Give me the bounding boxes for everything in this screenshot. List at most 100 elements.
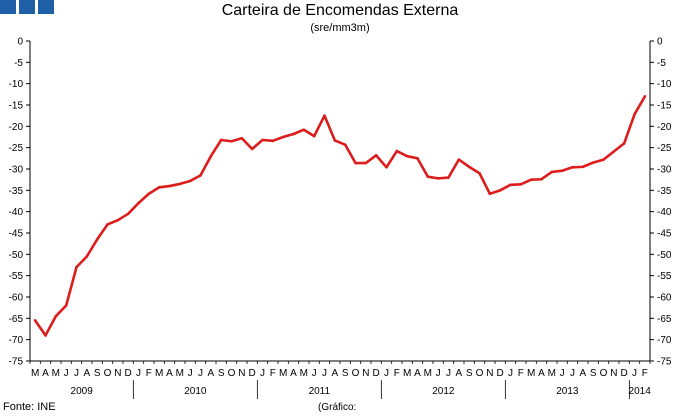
data-point	[478, 171, 481, 175]
x-month-label: J	[322, 368, 327, 379]
data-point	[581, 165, 585, 169]
x-month-label: F	[394, 368, 400, 379]
data-point	[126, 212, 130, 216]
x-month-label: F	[270, 368, 276, 379]
y-tick-label-right: -70	[657, 335, 672, 346]
data-point	[436, 177, 440, 180]
y-tick-label-right: 0	[657, 37, 663, 48]
x-month-label: A	[455, 368, 462, 379]
x-month-label: D	[621, 368, 628, 379]
y-tick-label-left: -45	[9, 229, 24, 240]
x-month-label: J	[136, 368, 141, 379]
y-tick-label-left: -10	[9, 79, 24, 90]
y-tick-label-right: -50	[657, 250, 672, 261]
x-month-label: O	[352, 368, 360, 379]
y-tick-label-right: -15	[657, 101, 672, 112]
y-tick-label-right: -40	[657, 207, 672, 218]
data-point	[44, 334, 47, 337]
y-tick-label-left: -70	[9, 335, 24, 346]
data-point	[488, 192, 492, 196]
x-month-label: N	[486, 368, 493, 379]
data-point	[168, 184, 171, 188]
x-month-label: A	[331, 368, 338, 379]
x-month-label: O	[476, 368, 484, 379]
series-line	[33, 95, 647, 337]
y-tick-label-left: -60	[9, 293, 24, 304]
data-point	[602, 158, 605, 161]
y-tick-label-left: -75	[9, 357, 24, 368]
data-point	[529, 178, 533, 181]
data-point	[364, 161, 368, 165]
chart-note: (Gráfico:	[318, 402, 357, 413]
x-month-label: J	[384, 368, 389, 379]
x-month-label: M	[279, 368, 287, 379]
data-point	[354, 161, 357, 165]
x-month-label: S	[94, 368, 101, 379]
y-tick-label-right: -25	[657, 143, 672, 154]
x-month-label: J	[260, 368, 265, 379]
logo-square-2-icon	[19, 0, 35, 14]
data-point	[509, 183, 512, 187]
data-point	[250, 147, 254, 151]
x-month-label: M	[424, 368, 432, 379]
x-month-label: J	[188, 368, 193, 379]
y-tick-label-right: -45	[657, 229, 672, 240]
x-month-label: N	[238, 368, 245, 379]
x-month-label: M	[300, 368, 308, 379]
x-month-label: A	[290, 368, 297, 379]
data-point	[219, 138, 223, 142]
y-tick-label-left: 0	[17, 37, 23, 48]
x-month-label: N	[610, 368, 617, 379]
y-tick-label-right: -35	[657, 186, 672, 197]
x-month-label: J	[560, 368, 565, 379]
x-month-label: J	[446, 368, 451, 379]
x-month-label: D	[125, 368, 132, 379]
y-tick-label-left: -5	[14, 58, 23, 69]
x-month-label: A	[207, 368, 214, 379]
x-year-label: 2011	[309, 386, 331, 397]
x-month-label: M	[31, 368, 39, 379]
data-point	[333, 139, 337, 142]
data-point	[261, 138, 264, 142]
x-month-label: S	[218, 368, 225, 379]
x-month-label: O	[104, 368, 112, 379]
logo-square-3-icon	[38, 0, 54, 14]
x-month-label: J	[436, 368, 441, 379]
x-month-label: S	[342, 368, 349, 379]
data-point	[281, 135, 285, 139]
x-month-label: A	[538, 368, 545, 379]
y-tick-label-right: -20	[657, 122, 672, 133]
x-month-label: A	[414, 368, 421, 379]
data-point	[147, 192, 151, 196]
x-month-label: A	[579, 368, 586, 379]
x-month-label: M	[176, 368, 184, 379]
x-month-label: J	[74, 368, 79, 379]
data-point	[64, 304, 68, 307]
data-point	[323, 114, 326, 117]
data-point	[540, 177, 543, 181]
x-month-label: F	[642, 368, 648, 379]
data-point	[374, 154, 378, 157]
data-point	[54, 314, 58, 318]
y-tick-label-left: -30	[9, 165, 24, 176]
data-point	[106, 223, 109, 226]
y-tick-label-right: -65	[657, 314, 672, 325]
data-point	[240, 136, 244, 140]
x-month-label: A	[42, 368, 49, 379]
x-month-label: N	[362, 368, 369, 379]
data-point	[447, 176, 450, 179]
x-month-label: M	[527, 368, 535, 379]
source-label: Fonte: INE	[3, 401, 56, 413]
x-month-label: O	[600, 368, 608, 379]
ine-logo	[0, 0, 54, 14]
x-month-label: F	[518, 368, 524, 379]
data-point	[33, 319, 37, 322]
x-month-label: S	[466, 368, 473, 379]
y-tick-label-right: -75	[657, 357, 672, 368]
x-month-label: M	[548, 368, 556, 379]
x-month-label: J	[508, 368, 513, 379]
data-point	[612, 150, 616, 153]
data-point	[209, 154, 213, 158]
data-point	[405, 154, 409, 158]
